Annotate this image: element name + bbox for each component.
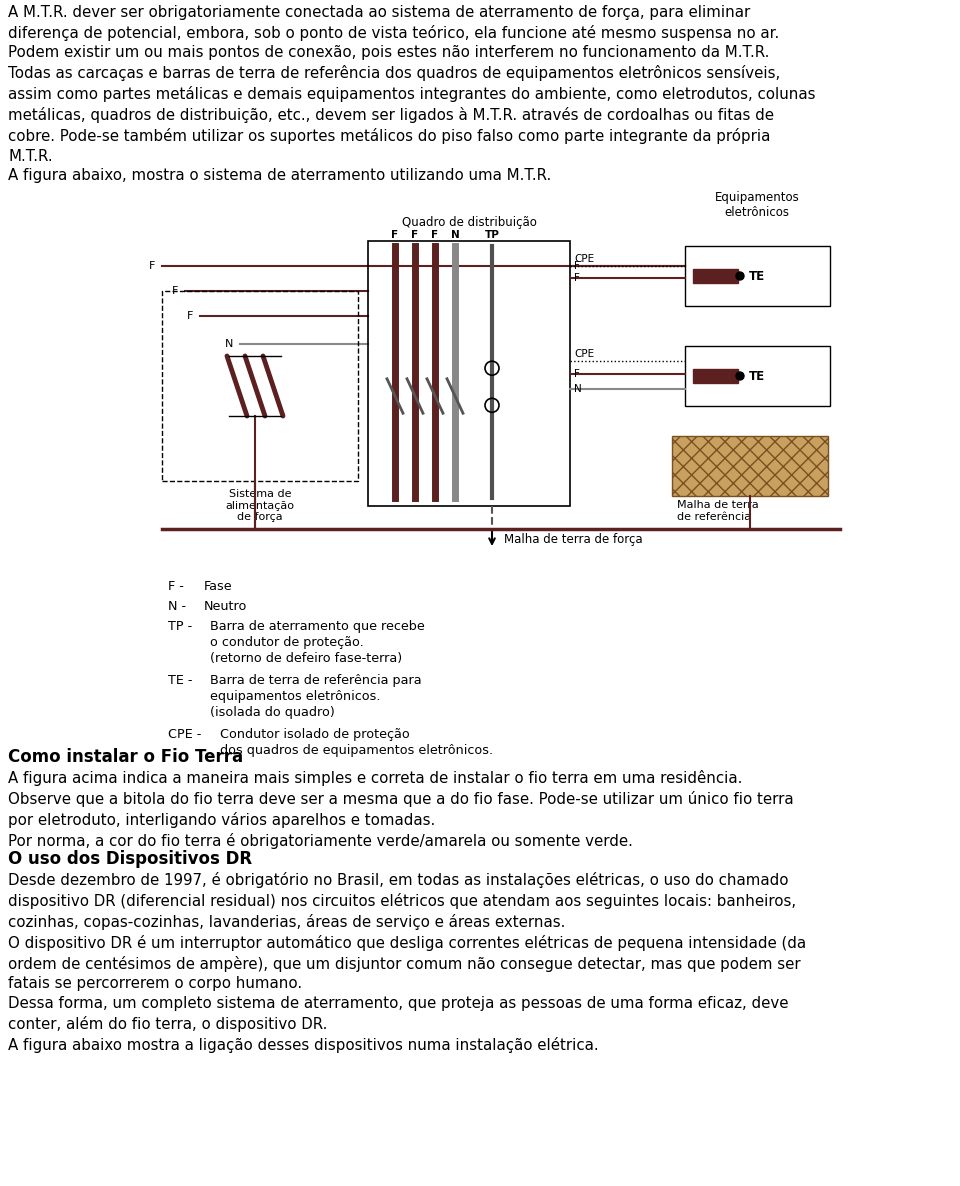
Text: N: N bbox=[574, 384, 582, 394]
Text: Malha de terra de força: Malha de terra de força bbox=[504, 534, 642, 547]
Text: Fase: Fase bbox=[204, 580, 232, 593]
Text: A M.T.R. dever ser obrigatoriamente conectada ao sistema de aterramento de força: A M.T.R. dever ser obrigatoriamente cone… bbox=[8, 5, 815, 184]
Text: TE -: TE - bbox=[168, 674, 193, 687]
Text: N: N bbox=[450, 230, 460, 240]
Bar bbox=[162, 291, 358, 482]
Bar bbox=[368, 241, 570, 506]
Text: TE: TE bbox=[749, 269, 765, 282]
Text: F: F bbox=[172, 286, 178, 296]
Text: CPE: CPE bbox=[574, 254, 594, 264]
Text: F: F bbox=[186, 311, 193, 321]
Text: F: F bbox=[392, 230, 398, 240]
Circle shape bbox=[736, 272, 744, 280]
Text: TP -: TP - bbox=[168, 620, 192, 633]
Text: Barra de terra de referência para
equipamentos eletrônicos.
(isolada do quadro): Barra de terra de referência para equipa… bbox=[210, 674, 421, 719]
Text: Barra de aterramento que recebe
o condutor de proteção.
(retorno de defeiro fase: Barra de aterramento que recebe o condut… bbox=[210, 620, 424, 665]
Text: F: F bbox=[149, 261, 155, 270]
Bar bbox=[693, 369, 738, 383]
Text: F: F bbox=[431, 230, 439, 240]
Circle shape bbox=[736, 372, 744, 380]
Text: Neutro: Neutro bbox=[204, 600, 248, 613]
Text: Sistema de
alimentação
de força: Sistema de alimentação de força bbox=[226, 489, 295, 522]
Bar bbox=[685, 246, 830, 306]
Text: F: F bbox=[412, 230, 419, 240]
Text: O uso dos Dispositivos DR: O uso dos Dispositivos DR bbox=[8, 850, 252, 868]
Text: CPE -: CPE - bbox=[168, 728, 202, 741]
Text: Como instalar o Fio Terra: Como instalar o Fio Terra bbox=[8, 748, 243, 766]
Text: TP: TP bbox=[485, 230, 499, 240]
Text: Equipamentos
eletrônicos: Equipamentos eletrônicos bbox=[714, 191, 800, 219]
Text: F: F bbox=[574, 261, 580, 270]
Bar bbox=[672, 436, 828, 496]
Text: A figura acima indica a maneira mais simples e correta de instalar o fio terra e: A figura acima indica a maneira mais sim… bbox=[8, 770, 794, 849]
Text: N: N bbox=[225, 339, 233, 349]
Text: F: F bbox=[574, 369, 580, 380]
Text: CPE: CPE bbox=[574, 349, 594, 359]
Text: Quadro de distribuição: Quadro de distribuição bbox=[401, 216, 537, 229]
Bar bbox=[693, 269, 738, 283]
Bar bbox=[685, 346, 830, 406]
Text: TE: TE bbox=[749, 370, 765, 383]
Text: N -: N - bbox=[168, 600, 186, 613]
Text: F: F bbox=[574, 273, 580, 283]
Text: Condutor isolado de proteção
dos quadros de equipamentos eletrônicos.: Condutor isolado de proteção dos quadros… bbox=[220, 728, 493, 757]
Text: Malha de terra
de referência: Malha de terra de referência bbox=[677, 500, 758, 522]
Text: Desde dezembro de 1997, é obrigatório no Brasil, em todas as instalações elétric: Desde dezembro de 1997, é obrigatório no… bbox=[8, 872, 806, 1053]
Text: F -: F - bbox=[168, 580, 184, 593]
